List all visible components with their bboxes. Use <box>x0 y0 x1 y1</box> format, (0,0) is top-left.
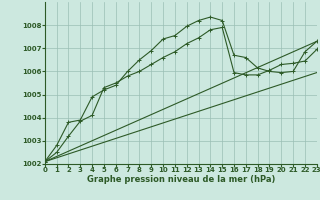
X-axis label: Graphe pression niveau de la mer (hPa): Graphe pression niveau de la mer (hPa) <box>87 175 275 184</box>
